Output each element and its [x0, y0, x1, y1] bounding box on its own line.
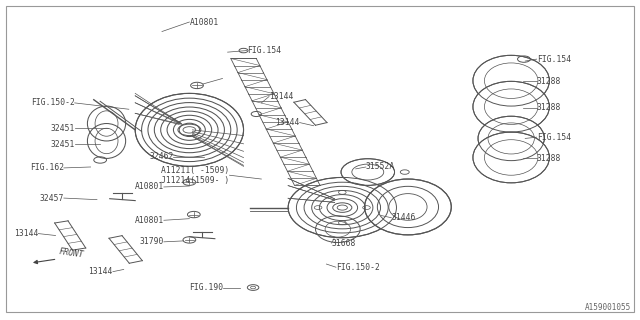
Text: A10801: A10801 [189, 18, 219, 27]
Text: FIG.190: FIG.190 [189, 283, 223, 292]
Text: 31288: 31288 [537, 77, 561, 86]
Text: A159001055: A159001055 [585, 303, 631, 312]
Ellipse shape [473, 81, 549, 132]
Text: A10801: A10801 [134, 182, 164, 191]
Text: A10801: A10801 [134, 216, 164, 225]
Ellipse shape [473, 55, 549, 106]
Text: 32451: 32451 [51, 124, 75, 133]
Text: 31552A: 31552A [366, 163, 395, 172]
Text: FIG.162: FIG.162 [29, 164, 64, 172]
Ellipse shape [341, 159, 394, 185]
Text: 31446: 31446 [392, 213, 416, 222]
Ellipse shape [473, 132, 549, 183]
Text: 31288: 31288 [537, 154, 561, 163]
Text: FIG.154: FIG.154 [246, 46, 281, 55]
Ellipse shape [365, 179, 451, 235]
Ellipse shape [478, 116, 544, 161]
Text: 13144: 13144 [269, 92, 293, 101]
Text: 13144: 13144 [14, 229, 38, 238]
Text: FIG.150-2: FIG.150-2 [336, 263, 380, 272]
Text: 32457: 32457 [40, 194, 64, 203]
Text: 13144: 13144 [88, 267, 113, 276]
Text: 32451: 32451 [51, 140, 75, 148]
Text: 31790: 31790 [140, 237, 164, 246]
Text: 31288: 31288 [537, 103, 561, 112]
Text: FIG.154: FIG.154 [537, 55, 571, 64]
Ellipse shape [135, 93, 244, 166]
Text: 32462: 32462 [149, 152, 173, 161]
Text: 31668: 31668 [332, 239, 356, 248]
Text: FRONT: FRONT [59, 247, 84, 260]
Ellipse shape [288, 178, 396, 238]
Text: FIG.150-2: FIG.150-2 [31, 99, 75, 108]
Text: FIG.154: FIG.154 [537, 133, 571, 142]
Text: A11211( -1509)
J11214(1509- ): A11211( -1509) J11214(1509- ) [161, 165, 230, 185]
Text: 13144: 13144 [275, 118, 300, 127]
